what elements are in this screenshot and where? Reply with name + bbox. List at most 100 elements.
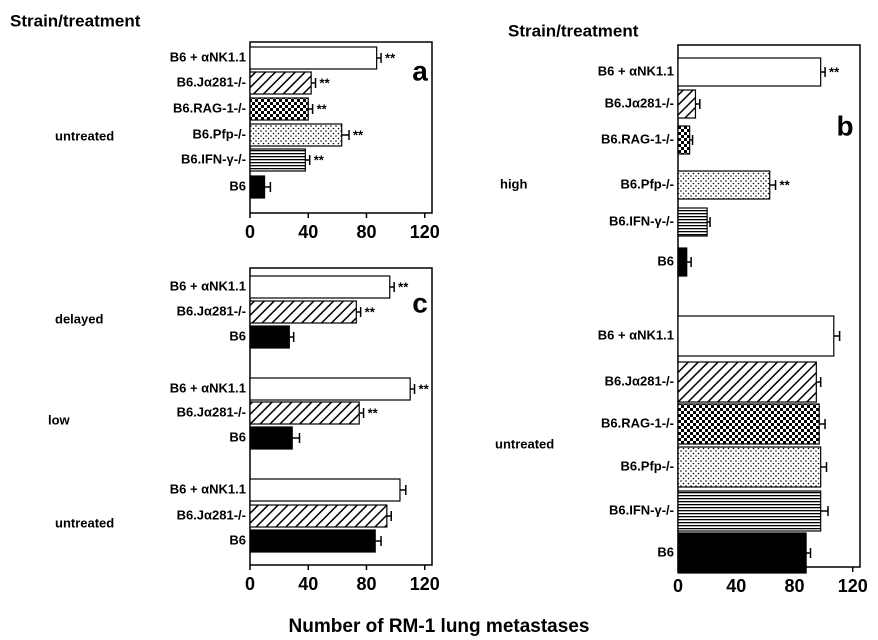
x-tick-label: 40	[298, 574, 318, 594]
bar	[249, 504, 388, 528]
significance: **	[353, 127, 364, 142]
category-label: B6	[229, 328, 246, 343]
significance: **	[320, 75, 331, 90]
plot-frame	[677, 44, 861, 568]
bar	[249, 426, 293, 450]
bar	[249, 401, 360, 425]
error-bar	[341, 130, 350, 140]
category-label: B6.RAG-1-/-	[173, 100, 246, 115]
error-bar	[769, 180, 777, 190]
bar	[677, 446, 822, 488]
category-label: B6 + αNK1.1	[598, 63, 674, 78]
bar	[677, 57, 822, 87]
error-bar	[695, 99, 701, 109]
error-bar	[399, 485, 407, 495]
error-bar	[689, 135, 694, 145]
significance: **	[398, 279, 409, 294]
category-label: B6	[229, 429, 246, 444]
category-label: B6.Pfp-/-	[621, 458, 674, 473]
significance: **	[829, 64, 840, 79]
category-label: B6.IFN-γ-/-	[181, 151, 246, 166]
category-label: B6	[657, 544, 674, 559]
category-label: B6.Pfp-/-	[621, 176, 674, 191]
error-bar	[707, 217, 711, 227]
category-label: B6.Jα281-/-	[605, 95, 674, 110]
significance: **	[780, 177, 791, 192]
category-label: B6.Jα281-/-	[177, 404, 246, 419]
error-bar	[820, 67, 826, 77]
category-label: B6 + αNK1.1	[170, 49, 246, 64]
x-tick-label: 80	[356, 222, 376, 242]
bar	[249, 71, 312, 95]
bar	[249, 377, 411, 401]
bar	[249, 46, 378, 70]
error-bar	[308, 104, 314, 114]
x-axis-label: Number of RM-1 lung metastases	[289, 616, 590, 637]
category-label: B6 + αNK1.1	[170, 278, 246, 293]
x-tick-label: 120	[410, 222, 440, 242]
bar	[677, 532, 807, 574]
group-label: untreated	[55, 128, 114, 143]
bar	[249, 275, 391, 299]
x-tick-label: 40	[726, 576, 746, 596]
error-bar	[833, 331, 841, 341]
x-tick-label: 0	[245, 222, 255, 242]
error-bar	[311, 78, 317, 88]
x-tick-label: 120	[838, 576, 868, 596]
category-label: B6 + αNK1.1	[170, 380, 246, 395]
error-bar	[386, 511, 392, 521]
group-label: untreated	[55, 515, 114, 530]
category-label: B6.Jα281-/-	[605, 373, 674, 388]
significance: **	[314, 152, 325, 167]
significance: **	[365, 304, 376, 319]
bar	[677, 315, 835, 357]
category-label: B6	[229, 178, 246, 193]
bar	[249, 97, 309, 121]
significance: **	[368, 405, 379, 420]
bar	[677, 403, 820, 445]
group-label: delayed	[55, 311, 103, 326]
x-tick-label: 0	[245, 574, 255, 594]
category-label: B6 + αNK1.1	[598, 327, 674, 342]
x-tick-label: 80	[356, 574, 376, 594]
error-bar	[356, 307, 362, 317]
error-bar	[410, 384, 416, 394]
panel-letter: c	[412, 287, 428, 318]
bar	[677, 207, 708, 237]
category-label: B6	[229, 532, 246, 547]
x-tick-label: 120	[410, 574, 440, 594]
category-label: B6.Pfp-/-	[193, 126, 246, 141]
error-bar	[806, 548, 812, 558]
group-label: untreated	[495, 436, 554, 451]
bar	[249, 478, 401, 502]
significance: **	[419, 381, 430, 396]
panel-letter: a	[412, 55, 428, 86]
group-label: high	[500, 176, 527, 191]
error-bar	[376, 53, 382, 63]
x-tick-label: 40	[298, 222, 318, 242]
category-label: B6.Jα281-/-	[177, 74, 246, 89]
bar	[677, 490, 822, 532]
error-bar	[305, 155, 311, 165]
bar	[249, 300, 357, 324]
x-tick-label: 80	[784, 576, 804, 596]
category-label: B6.Jα281-/-	[177, 507, 246, 522]
category-label: B6 + αNK1.1	[170, 481, 246, 496]
error-bar	[292, 433, 301, 443]
significance: **	[385, 50, 396, 65]
error-bar	[816, 377, 822, 387]
error-bar	[389, 282, 395, 292]
header: Strain/treatment	[10, 11, 141, 30]
bar	[249, 123, 343, 147]
category-label: B6.RAG-1-/-	[601, 415, 674, 430]
bar	[677, 170, 771, 200]
error-bar	[820, 462, 828, 472]
category-label: B6.RAG-1-/-	[601, 131, 674, 146]
significance: **	[317, 101, 328, 116]
category-label: B6.IFN-γ-/-	[609, 502, 674, 517]
bar	[677, 89, 697, 119]
error-bar	[819, 419, 826, 429]
x-tick-label: 0	[673, 576, 683, 596]
bar	[677, 247, 688, 277]
